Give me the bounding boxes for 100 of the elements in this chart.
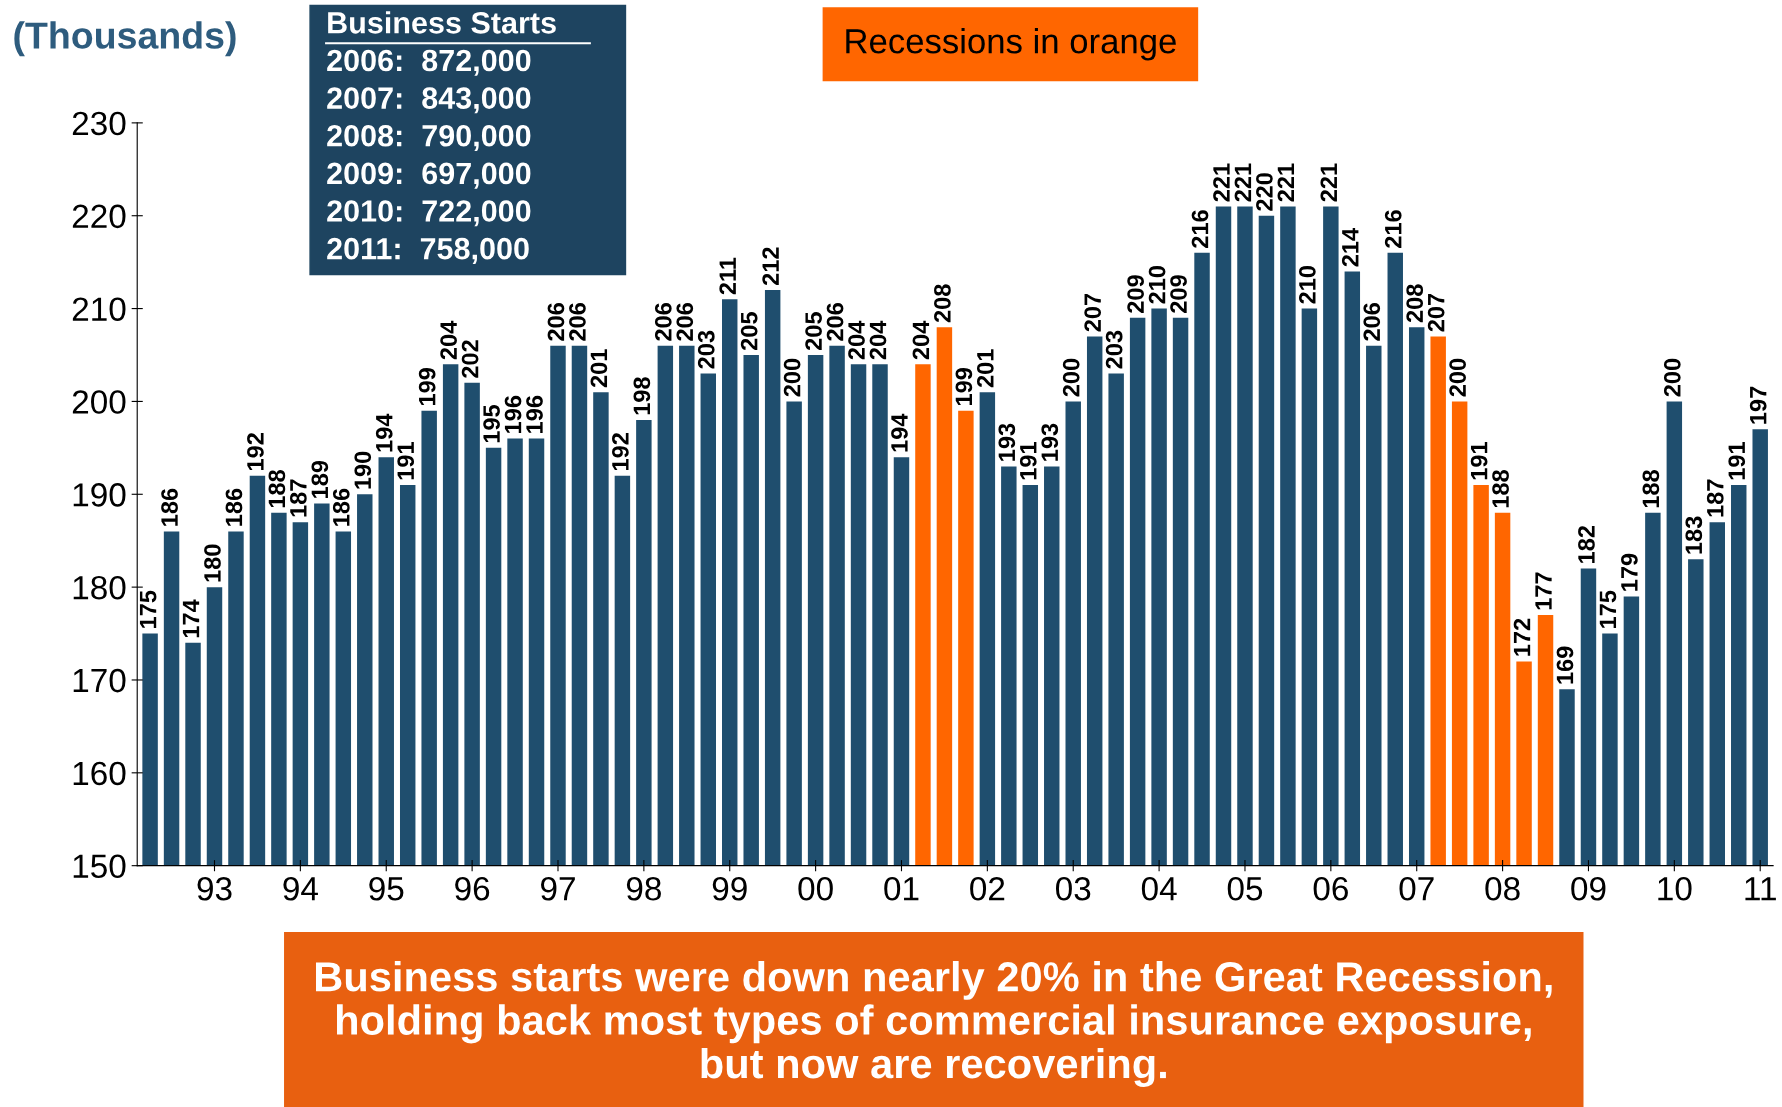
x-tick-label: 00 — [798, 876, 833, 901]
data-label: 204 — [912, 320, 930, 360]
data-label: 220 — [1256, 173, 1273, 211]
data-label: 187 — [289, 479, 307, 517]
x-tick-label: 94 — [283, 876, 318, 901]
data-label: 203 — [1105, 330, 1123, 369]
y-tick-label: 170 — [73, 668, 126, 693]
data-label: 196 — [504, 395, 522, 433]
data-label: 194 — [891, 413, 908, 452]
x-tick-label: 05 — [1227, 876, 1263, 901]
x-tick-label: 08 — [1485, 876, 1520, 901]
data-label: 202 — [461, 340, 479, 378]
data-label: 209 — [1170, 275, 1187, 313]
annotation: 2010: 722,000 — [327, 200, 531, 227]
y-tick-label: 220 — [72, 204, 126, 229]
annotation: 2008: 790,000 — [327, 124, 531, 152]
x-tick-label: 09 — [1571, 876, 1606, 901]
data-label: 192 — [612, 433, 629, 471]
text: Recessions in orange — [846, 28, 1176, 61]
data-label: 175 — [139, 590, 157, 628]
data-label: 192 — [247, 433, 264, 471]
data-label: 180 — [204, 544, 221, 582]
data-label: 190 — [354, 451, 372, 489]
data-label: 186 — [332, 488, 350, 526]
annotation: 2011: 758,000 — [327, 237, 529, 264]
data-label: 174 — [182, 599, 200, 638]
data-label: 193 — [1041, 423, 1059, 461]
text: 2007: 843,000 — [327, 87, 531, 114]
data-label: 208 — [934, 284, 951, 323]
text: Business Starts — [328, 11, 556, 34]
data-label: 221 — [1213, 163, 1230, 202]
data-label: 212 — [762, 247, 779, 286]
x-tick-label: 01 — [884, 876, 919, 901]
data-label: 198 — [633, 377, 651, 415]
data-label: 189 — [311, 460, 329, 498]
data-label: 169 — [1556, 646, 1574, 684]
data-label: 204 — [848, 320, 865, 360]
data-label: 172 — [1513, 618, 1531, 656]
data-label: 191 — [1019, 442, 1037, 480]
data-label: 206 — [676, 303, 694, 341]
data-label: 200 — [783, 358, 801, 397]
data-label: 203 — [697, 330, 715, 369]
data-label: 221 — [1234, 163, 1252, 202]
data-label: 206 — [569, 303, 586, 341]
y-tick-label: 200 — [72, 390, 126, 414]
data-label: 221 — [1320, 163, 1337, 202]
data-label: 216 — [1191, 210, 1209, 248]
data-label: 208 — [1406, 284, 1424, 323]
data-label: 204 — [440, 320, 457, 360]
data-label: 195 — [483, 404, 500, 443]
y-tick-label: 210 — [72, 297, 126, 321]
y-tick-label: 150 — [73, 854, 126, 879]
data-label: 205 — [805, 312, 822, 351]
data-label: 200 — [1062, 358, 1080, 397]
data-label: 201 — [976, 349, 994, 388]
x-tick-label: 97 — [541, 876, 575, 901]
x-tick-label: 96 — [455, 876, 490, 901]
x-tick-label: 02 — [970, 876, 1005, 901]
text: Business starts were down nearly 20% in the Great Recession, holding back most types of commercial insurance exposure, but now are recovering. — [315, 961, 1552, 1087]
y-tick-label: 180 — [73, 575, 126, 600]
x-tick-label: 03 — [1055, 876, 1091, 901]
data-label: 193 — [998, 423, 1016, 461]
data-label: 216 — [1384, 210, 1402, 248]
x-tick-label: 04 — [1141, 876, 1177, 901]
x-tick-label: 11 — [1745, 877, 1776, 901]
data-label: 214 — [1341, 228, 1359, 267]
data-label: 201 — [590, 349, 608, 388]
data-label: 183 — [1685, 516, 1703, 554]
data-label: 205 — [740, 312, 758, 351]
data-label: 194 — [375, 413, 393, 452]
data-label: 206 — [654, 303, 672, 341]
x-tick-label: 06 — [1313, 876, 1348, 901]
data-label: 200 — [1663, 358, 1681, 397]
data-label: 175 — [1599, 590, 1617, 628]
y-tick-label: 230 — [72, 111, 126, 136]
data-label: 207 — [1084, 293, 1102, 332]
data-label: 204 — [869, 320, 887, 360]
data-label: 210 — [1299, 265, 1316, 304]
x-tick-label: 99 — [712, 876, 747, 901]
data-label: 209 — [1127, 275, 1144, 313]
data-label: 206 — [547, 303, 565, 341]
data-label: 207 — [1427, 293, 1445, 332]
annotation: 2009: 697,000 — [327, 162, 531, 189]
y-axis-title: (Thousands) — [14, 21, 236, 57]
data-label: 179 — [1621, 553, 1638, 591]
data-label: 191 — [397, 442, 415, 480]
data-label: 177 — [1535, 572, 1552, 610]
data-label: 210 — [1148, 265, 1166, 304]
x-tick-label: 98 — [626, 876, 661, 901]
data-label: 199 — [418, 368, 436, 406]
data-label: 206 — [826, 303, 844, 341]
y-tick-label: 190 — [73, 483, 126, 507]
data-label: 191 — [1728, 442, 1746, 480]
data-label: 188 — [1642, 470, 1660, 508]
data-label: 206 — [1363, 303, 1381, 341]
data-label: 191 — [1470, 442, 1488, 480]
data-label: 197 — [1749, 386, 1767, 424]
data-label: 187 — [1706, 479, 1724, 517]
text: 2006: 872,000 — [327, 49, 531, 76]
data-label: 182 — [1578, 525, 1595, 563]
